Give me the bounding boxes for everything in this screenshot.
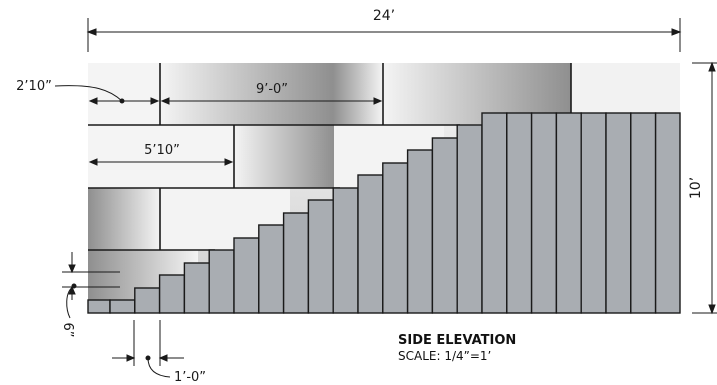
stair-step <box>580 112 607 314</box>
stair-step <box>530 112 558 314</box>
stair-step <box>87 299 111 314</box>
stair-step <box>506 112 533 314</box>
stair-step <box>654 112 681 314</box>
dimension-lines <box>54 18 717 378</box>
stair-step <box>630 112 657 314</box>
block-b-label: 9’-0” <box>256 82 288 97</box>
overall-height-label: 10’ <box>688 177 704 199</box>
drawing-title: SIDE ELEVATION <box>398 333 516 348</box>
wall-block <box>333 63 383 125</box>
stair-step <box>456 124 483 314</box>
tread-label: 1’-0” <box>174 370 206 385</box>
stairs <box>87 112 681 314</box>
wall-block <box>234 125 334 188</box>
stair-step <box>109 299 136 314</box>
drawing-scale: SCALE: 1/4”=1’ <box>398 349 491 363</box>
stair-step <box>555 112 582 314</box>
rise-label: 6” <box>60 322 75 337</box>
wall-block <box>88 188 160 250</box>
stair-step <box>431 137 458 314</box>
stair-step <box>406 149 434 314</box>
stair-step <box>183 262 210 314</box>
stair-step <box>357 174 384 314</box>
stair-step <box>382 162 409 314</box>
stair-step <box>481 112 508 314</box>
overall-width-label: 24’ <box>373 8 395 24</box>
stair-step <box>233 237 260 314</box>
wall-block <box>88 63 160 125</box>
stair-step <box>258 224 285 314</box>
block-c-label: 5’10” <box>144 143 180 158</box>
wall-block <box>88 125 234 188</box>
stair-step <box>332 187 359 314</box>
stair-step <box>158 274 186 314</box>
stair-step <box>282 212 310 314</box>
stair-step <box>134 287 161 314</box>
block-a-label: 2’10” <box>16 79 52 94</box>
wall-block <box>160 63 333 125</box>
stair-step <box>307 199 334 314</box>
stair-step <box>605 112 632 314</box>
stair-step <box>208 249 235 314</box>
